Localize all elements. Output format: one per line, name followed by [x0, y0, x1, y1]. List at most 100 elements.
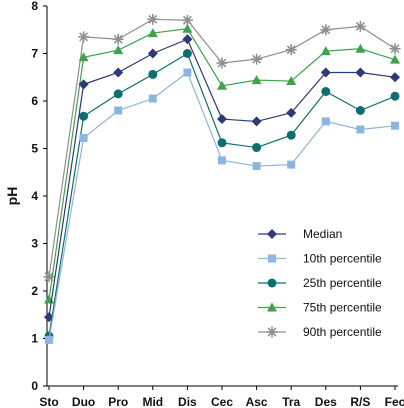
data-point-90th-percentile [112, 33, 124, 45]
y-tick-label: 0 [31, 379, 38, 393]
legend-marker [266, 326, 278, 338]
data-point-75th-percentile [147, 28, 158, 38]
y-tick-label: 5 [31, 142, 38, 156]
data-point-25th-percentile [79, 111, 89, 121]
data-point-25th-percentile [252, 143, 262, 153]
star-stroke [390, 44, 400, 54]
x-tick-label: Duo [72, 395, 95, 408]
data-point-75th-percentile [251, 75, 262, 85]
y-tick-label: 1 [31, 332, 38, 346]
data-point-25th-percentile [148, 69, 158, 79]
data-point-90th-percentile [320, 24, 332, 36]
star-stroke [355, 21, 365, 31]
star-stroke [182, 15, 192, 25]
data-point-10th-percentile [183, 68, 192, 77]
data-point-75th-percentile [355, 43, 366, 53]
legend-marker [268, 254, 276, 263]
data-point-90th-percentile [181, 14, 193, 26]
data-point-10th-percentile [391, 121, 399, 130]
data-point-10th-percentile [287, 160, 296, 169]
series-75th-percentile [44, 23, 400, 304]
star-stroke [79, 32, 89, 42]
data-point-75th-percentile [78, 52, 89, 62]
data-point-10th-percentile [218, 156, 226, 165]
legend-marker [267, 229, 277, 239]
y-axis-title: pH [4, 187, 20, 206]
series-line-25th-percentile [48, 52, 396, 337]
star-stroke [321, 25, 331, 35]
data-point-median [113, 67, 124, 78]
x-tick-label: R/S [350, 395, 370, 408]
legend-item-median: Median [258, 227, 342, 241]
legend-label: 25th percentile [303, 276, 382, 290]
data-point-10th-percentile [252, 162, 261, 171]
data-point-median [390, 72, 400, 83]
y-ticks: 0 1 2 3 4 5 6 7 8 [31, 0, 47, 393]
legend-label: 10th percentile [303, 252, 382, 266]
data-point-10th-percentile [356, 125, 365, 134]
data-point-10th-percentile [114, 106, 123, 115]
series-layer [43, 13, 401, 344]
star-stroke [148, 14, 158, 24]
data-point-median [355, 67, 366, 78]
legend-label: 90th percentile [303, 325, 382, 339]
data-point-25th-percentile [321, 87, 331, 96]
y-tick-label: 2 [31, 284, 38, 298]
y-tick-label: 4 [31, 189, 38, 203]
x-tick-label: Tra [282, 395, 300, 408]
y-tick-label: 7 [31, 47, 38, 61]
data-point-75th-percentile [390, 54, 400, 64]
star-stroke [252, 54, 262, 64]
data-point-90th-percentile [216, 57, 228, 69]
data-point-25th-percentile [113, 89, 123, 99]
x-tick-label: Dis [178, 395, 197, 408]
x-tick-label: Sto [39, 395, 58, 408]
x-tick-label: Cec [211, 395, 233, 408]
legend-marker [267, 302, 277, 312]
star-stroke [267, 327, 277, 337]
data-point-90th-percentile [389, 43, 401, 55]
data-point-25th-percentile [390, 91, 400, 101]
legend-item-75th-percentile: 75th percentile [258, 301, 382, 315]
data-point-median [286, 107, 297, 118]
data-point-median [217, 114, 227, 125]
data-point-median [320, 67, 331, 78]
data-point-90th-percentile [354, 20, 366, 32]
x-tick-label: Mid [142, 395, 163, 408]
data-point-75th-percentile [286, 76, 297, 86]
series-median [44, 34, 400, 323]
data-point-10th-percentile [79, 134, 88, 143]
legend: Median 10th percentile 25th percentile 75th… [258, 227, 382, 339]
x-ticks: Sto Duo Pro Mid Dis Cec Asc Tra Des R/S Fec [39, 386, 404, 408]
data-point-75th-percentile [217, 80, 227, 90]
data-point-90th-percentile [147, 13, 159, 25]
data-point-median [147, 48, 158, 59]
legend-marker [267, 278, 277, 288]
series-25th-percentile [44, 49, 400, 341]
x-tick-label: Asc [246, 395, 268, 408]
data-point-75th-percentile [320, 46, 331, 56]
star-stroke [217, 58, 227, 68]
data-point-25th-percentile [286, 130, 296, 140]
data-point-90th-percentile [78, 31, 90, 43]
legend-item-90th-percentile: 90th percentile [258, 325, 382, 339]
data-point-10th-percentile [321, 117, 330, 126]
y-tick-label: 6 [31, 94, 38, 108]
data-point-median [251, 116, 262, 127]
data-point-90th-percentile [285, 44, 297, 56]
x-tick-label: Des [315, 395, 337, 408]
x-tick-label: Fec [385, 395, 404, 408]
y-tick-label: 8 [31, 0, 38, 13]
series-10th-percentile [45, 68, 399, 344]
data-point-75th-percentile [113, 45, 124, 55]
legend-item-25th-percentile: 25th percentile [258, 276, 382, 290]
data-point-median [182, 34, 193, 45]
star-stroke [286, 45, 296, 55]
data-point-median [78, 79, 89, 90]
data-point-90th-percentile [251, 53, 263, 65]
data-point-25th-percentile [182, 49, 192, 58]
x-tick-label: Pro [108, 395, 128, 408]
data-point-25th-percentile [355, 106, 365, 115]
legend-label: 75th percentile [303, 301, 382, 315]
